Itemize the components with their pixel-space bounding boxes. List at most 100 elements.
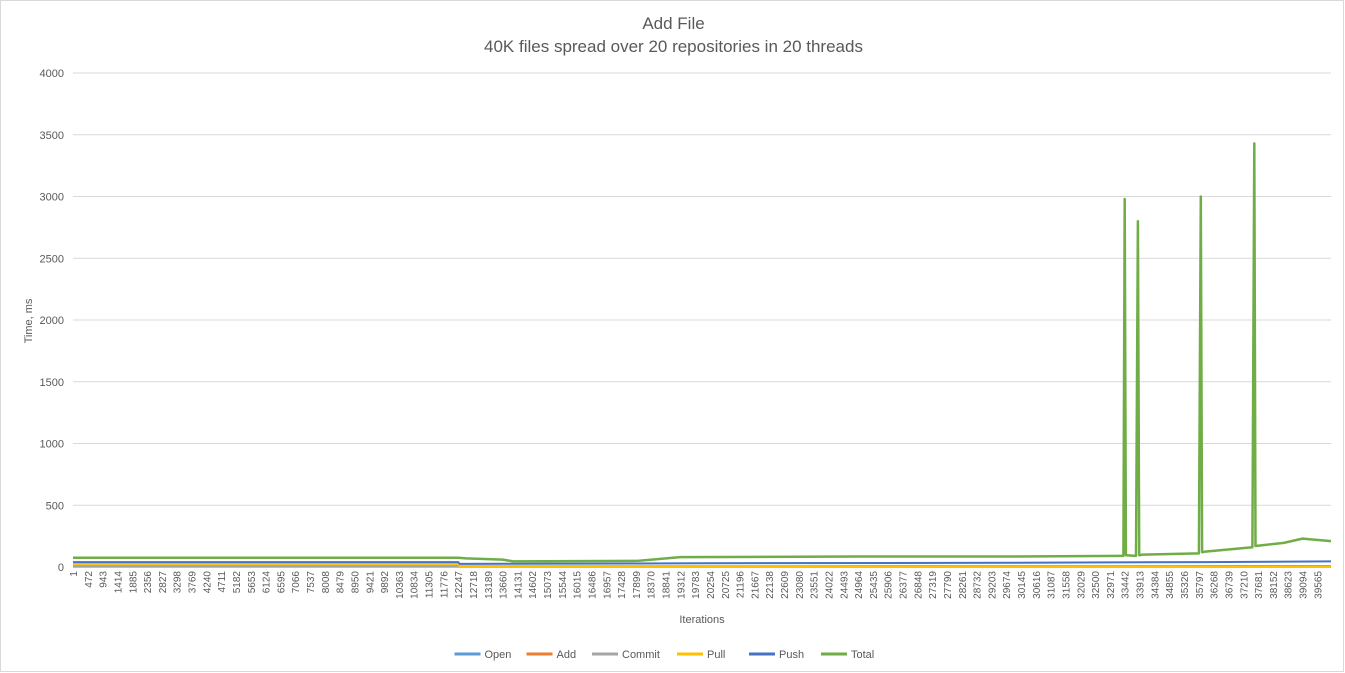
- x-tick-label: 23551: [810, 571, 821, 599]
- x-tick-label: 29674: [1002, 571, 1013, 599]
- y-tick-label: 3500: [40, 130, 64, 142]
- y-tick-label: 500: [46, 500, 64, 512]
- x-tick-label: 37681: [1254, 571, 1265, 599]
- x-tick-label: 31558: [1061, 571, 1072, 599]
- x-tick-label: 21667: [750, 571, 761, 599]
- series-line-pull: [73, 562, 1331, 568]
- series-line-total: [73, 142, 1332, 563]
- x-tick-label: 22609: [780, 571, 791, 599]
- x-tick-label: 30616: [1032, 571, 1043, 599]
- x-tick-label: 33913: [1136, 571, 1147, 599]
- x-tick-label: 19312: [676, 571, 687, 599]
- x-tick-label: 25435: [869, 571, 880, 599]
- x-tick-label: 10363: [395, 571, 406, 599]
- legend-label: Total: [851, 649, 874, 661]
- x-tick-label: 12718: [469, 571, 480, 599]
- x-tick-label: 28732: [973, 571, 984, 599]
- x-tick-label: 1414: [113, 571, 124, 594]
- x-tick-label: 39565: [1313, 571, 1324, 599]
- x-tick-label: 26377: [899, 571, 910, 599]
- x-tick-label: 32500: [1091, 571, 1102, 599]
- x-tick-label: 9892: [380, 571, 391, 594]
- x-tick-label: 24022: [824, 571, 835, 599]
- x-tick-label: 31087: [1047, 571, 1058, 599]
- x-tick-label: 14602: [528, 571, 539, 599]
- x-tick-label: 1885: [128, 571, 139, 594]
- x-tick-label: 26848: [913, 571, 924, 599]
- plot-area: [73, 142, 1332, 568]
- x-tick-label: 2827: [158, 571, 169, 594]
- y-tick-label: 4000: [40, 68, 64, 80]
- x-tick-label: 13660: [499, 571, 510, 599]
- x-axis-label: Iterations: [679, 614, 725, 626]
- x-tick-label: 30145: [1017, 571, 1028, 599]
- x-tick-label: 17899: [632, 571, 643, 599]
- x-tick-label: 27790: [943, 571, 954, 599]
- x-tick-label: 34855: [1165, 571, 1176, 599]
- x-tick-label: 12247: [454, 571, 465, 599]
- chart-subtitle: 40K files spread over 20 repositories in…: [484, 37, 863, 56]
- x-tick-label: 5182: [232, 571, 243, 594]
- y-axis-label: Time, ms: [23, 298, 35, 343]
- gridlines: [73, 72, 1331, 568]
- x-tick-label: 8008: [321, 571, 332, 594]
- x-tick-label: 11305: [425, 571, 436, 599]
- x-tick-label: 36268: [1210, 571, 1221, 599]
- legend-label: Add: [557, 649, 577, 661]
- x-tick-label: 27319: [928, 571, 939, 599]
- x-tick-label: 7066: [291, 571, 302, 594]
- x-tick-label: 24493: [839, 571, 850, 599]
- x-tick-label: 11776: [439, 571, 450, 599]
- series-line-push: [73, 560, 1332, 565]
- x-tick-label: 32029: [1076, 571, 1087, 599]
- x-tick-label: 35797: [1195, 571, 1206, 599]
- x-tick-label: 14131: [513, 571, 524, 599]
- x-tick-label: 25906: [884, 571, 895, 599]
- x-axis: 1 472 943 1414 1885 2356 2827 3298 3769 4240 4711 5…: [69, 571, 1324, 599]
- x-tick-label: 24964: [854, 571, 865, 599]
- x-tick-label: 943: [99, 571, 110, 588]
- x-tick-label: 38152: [1269, 571, 1280, 599]
- x-tick-label: 33442: [1121, 571, 1132, 599]
- x-tick-label: 1: [69, 571, 80, 577]
- legend-label: Push: [779, 649, 804, 661]
- x-tick-label: 8479: [336, 571, 347, 594]
- x-tick-label: 28261: [958, 571, 969, 599]
- x-tick-label: 6595: [276, 571, 287, 594]
- x-tick-label: 34384: [1150, 571, 1161, 599]
- y-tick-label: 2000: [40, 315, 64, 327]
- x-tick-label: 20725: [721, 571, 732, 599]
- y-axis: 0 500 1000 1500 2000 2500 3000 3500 4000: [40, 68, 64, 574]
- x-tick-label: 10834: [410, 571, 421, 599]
- x-tick-label: 19783: [691, 571, 702, 599]
- x-tick-label: 2356: [143, 571, 154, 594]
- x-tick-label: 38623: [1284, 571, 1295, 599]
- x-tick-label: 7537: [306, 571, 317, 594]
- x-tick-label: 15073: [543, 571, 554, 599]
- x-tick-label: 4711: [217, 571, 228, 593]
- x-tick-label: 472: [84, 571, 95, 588]
- legend-label: Open: [485, 649, 512, 661]
- x-tick-label: 5653: [247, 571, 258, 594]
- x-tick-label: 8950: [350, 571, 361, 594]
- x-tick-label: 23080: [795, 571, 806, 599]
- x-tick-label: 6124: [262, 571, 273, 594]
- legend: Open Add Commit Pull Push Total: [454, 649, 874, 661]
- x-tick-label: 13189: [484, 571, 495, 599]
- x-tick-label: 18370: [647, 571, 658, 599]
- x-tick-label: 17428: [617, 571, 628, 599]
- y-tick-label: 2500: [40, 253, 64, 265]
- y-tick-label: 1000: [40, 439, 64, 451]
- x-tick-label: 22138: [765, 571, 776, 599]
- x-tick-label: 20254: [706, 571, 717, 599]
- x-tick-label: 15544: [558, 571, 569, 599]
- x-tick-label: 36739: [1224, 571, 1235, 599]
- x-tick-label: 16486: [587, 571, 598, 599]
- legend-label: Pull: [707, 649, 725, 661]
- y-tick-label: 3000: [40, 192, 64, 204]
- y-tick-label: 1500: [40, 377, 64, 389]
- x-tick-label: 16015: [573, 571, 584, 599]
- x-tick-label: 9421: [365, 571, 376, 594]
